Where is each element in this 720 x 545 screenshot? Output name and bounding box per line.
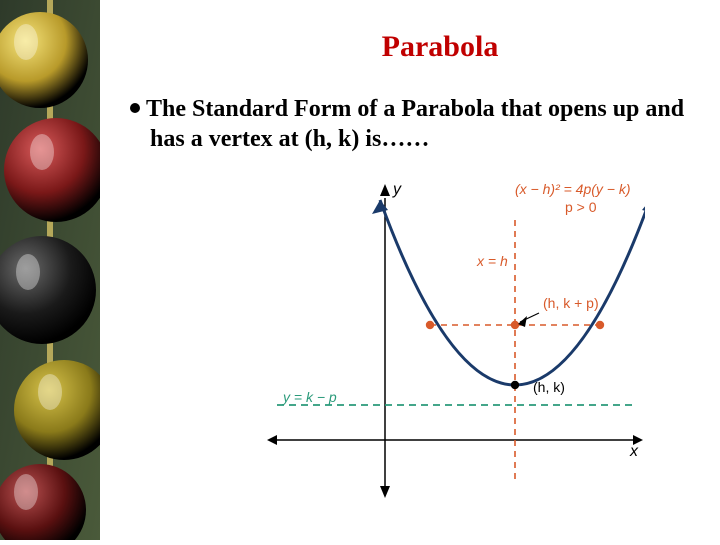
diagram-svg: (x − h)² = 4p(y − k) p > 0 x = h (h, k + p)… xyxy=(265,180,645,500)
slide-title: Parabola xyxy=(160,30,720,64)
svg-text:(h, k): (h, k) xyxy=(533,379,565,395)
body-text: The Standard Form of a Parabola that ope… xyxy=(146,96,684,152)
parabola-diagram: (x − h)² = 4p(y − k) p > 0 x = h (h, k + p)… xyxy=(265,180,645,520)
svg-text:(x − h)² = 4p(y − k): (x − h)² = 4p(y − k) xyxy=(515,181,631,197)
svg-text:y = k − p: y = k − p xyxy=(282,389,337,405)
slide-content: Parabola The Standard Form of a Parabola… xyxy=(100,0,720,540)
svg-text:x: x xyxy=(629,443,639,460)
abacus-beads xyxy=(0,0,100,540)
decorative-sidebar xyxy=(0,0,100,540)
svg-text:p > 0: p > 0 xyxy=(565,199,597,215)
svg-text:(h, k + p): (h, k + p) xyxy=(543,295,599,311)
svg-text:x = h: x = h xyxy=(476,253,508,269)
slide-body: The Standard Form of a Parabola that ope… xyxy=(130,94,700,154)
svg-text:y: y xyxy=(392,181,402,198)
bullet-icon xyxy=(130,103,140,113)
